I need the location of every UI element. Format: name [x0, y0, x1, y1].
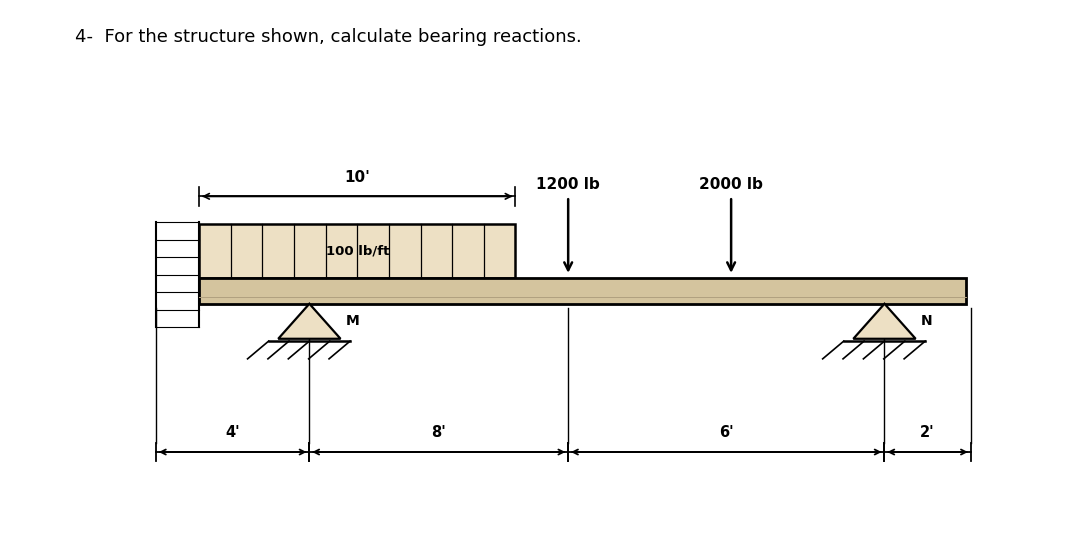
Bar: [199, 224, 515, 278]
Polygon shape: [853, 304, 916, 339]
Text: 6': 6': [719, 425, 734, 440]
Text: 100 lb/ft: 100 lb/ft: [326, 245, 389, 257]
Bar: [199, 278, 966, 304]
Text: 8': 8': [431, 425, 446, 440]
Text: M: M: [345, 314, 359, 328]
Text: 4-  For the structure shown, calculate bearing reactions.: 4- For the structure shown, calculate be…: [75, 28, 581, 46]
Text: 2000 lb: 2000 lb: [700, 177, 763, 192]
Text: N: N: [920, 314, 932, 328]
Polygon shape: [278, 304, 341, 339]
Text: 10': 10': [344, 170, 371, 185]
Text: 1200 lb: 1200 lb: [537, 177, 600, 192]
Text: 4': 4': [226, 425, 240, 440]
Text: 2': 2': [920, 425, 935, 440]
